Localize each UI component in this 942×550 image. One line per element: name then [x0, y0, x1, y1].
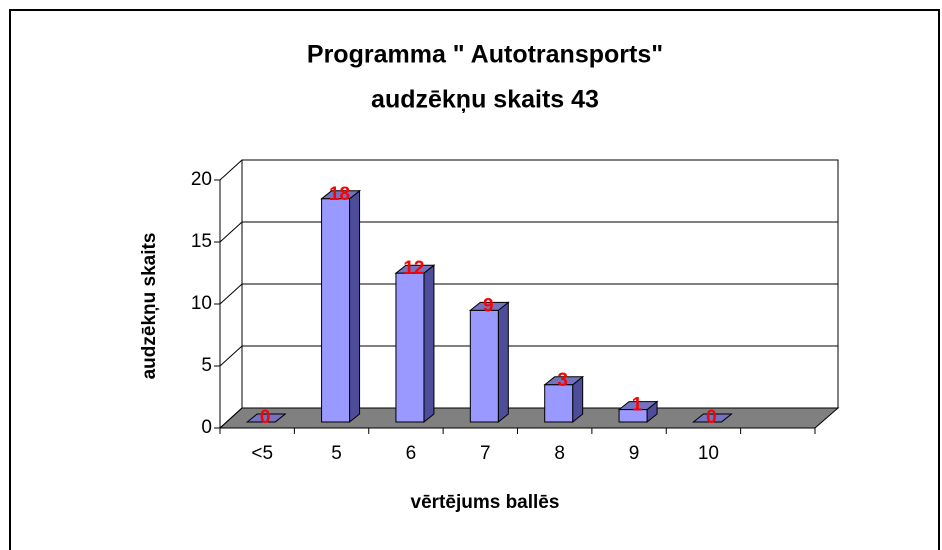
y-tick-label: 20 [191, 169, 212, 190]
bar-front [395, 272, 425, 423]
bar [245, 413, 287, 423]
y-tick-label: 10 [191, 293, 212, 314]
data-label: 0 [260, 407, 271, 428]
bar [617, 400, 659, 424]
data-label: 18 [329, 184, 350, 205]
grid-line [219, 159, 838, 181]
bar-top [692, 413, 733, 423]
bar [543, 375, 585, 424]
bar-front [321, 198, 351, 423]
bar [692, 413, 733, 423]
chart-title: audzēkņu skaits 43 [371, 86, 599, 114]
bar [320, 189, 361, 424]
bar-front [469, 309, 499, 423]
x-tick-label: <5 [251, 443, 273, 464]
x-tick-label: 7 [480, 443, 491, 464]
y-tick-label: 5 [201, 355, 212, 376]
y-tick-label: 15 [191, 231, 212, 252]
y-axis-title: audzēkņu skaits [139, 233, 160, 380]
y-tick-label: 0 [201, 417, 212, 438]
floor [218, 407, 840, 429]
bar [468, 301, 510, 424]
bar-top [245, 413, 287, 423]
data-label: 3 [557, 370, 568, 391]
grid-line [219, 283, 838, 305]
bar-side [423, 264, 435, 424]
chart-frame [9, 9, 940, 550]
data-label: 0 [706, 407, 717, 428]
bar-side [497, 301, 509, 424]
bar [394, 264, 436, 424]
data-label: 12 [403, 258, 424, 279]
x-axis-title: vērtējums ballēs [411, 492, 560, 513]
x-tick-label: 10 [698, 443, 719, 464]
bar-front [618, 409, 648, 423]
bar-front [544, 384, 574, 423]
data-label: 9 [483, 295, 494, 316]
x-tick-label: 5 [331, 443, 342, 464]
x-tick-label: 9 [629, 443, 640, 464]
grid-line [219, 221, 838, 243]
data-label: 1 [632, 395, 643, 416]
x-tick-label: 6 [406, 443, 417, 464]
x-tick-label: 8 [554, 443, 565, 464]
bar-side [349, 189, 361, 424]
chart-title: Programma " Autotransports" [307, 41, 663, 69]
grid-line [219, 345, 838, 367]
